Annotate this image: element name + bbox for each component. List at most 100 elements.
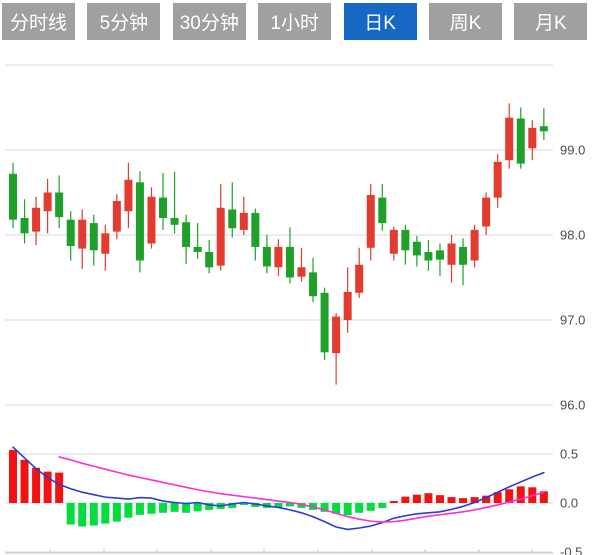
candle-38	[435, 243, 444, 276]
candle-5	[55, 175, 64, 229]
candle-3	[32, 196, 41, 246]
candle-39	[447, 235, 456, 283]
candle-47	[539, 108, 548, 140]
macd-bar-29	[332, 503, 341, 514]
macd-bar-8	[89, 503, 98, 526]
candle-28	[320, 287, 329, 360]
candle-40	[459, 238, 468, 286]
dea-line	[58, 456, 545, 523]
candle-body	[89, 223, 98, 251]
price-axis-label: 97.0	[560, 313, 585, 328]
candle-body	[424, 252, 433, 261]
candle-body	[78, 219, 87, 249]
macd-axis-label: 0.5	[560, 447, 578, 462]
tab-5min[interactable]: 5分钟	[87, 3, 161, 40]
macd-bar-38	[435, 495, 444, 503]
candle-body	[309, 272, 318, 297]
macd-bar-43	[493, 492, 502, 503]
candle-20	[228, 182, 237, 238]
candle-29	[332, 313, 341, 385]
macd-bar-20	[228, 503, 237, 508]
candle-body	[447, 243, 456, 265]
price-axis-labels: 99.0 98.0 97.0 96.0	[560, 143, 585, 413]
macd-histogram	[9, 450, 548, 527]
candle-body	[193, 246, 202, 252]
macd-bar-6	[66, 503, 75, 525]
candle-body	[239, 212, 248, 230]
macd-bar-10	[112, 503, 121, 522]
candle-body	[493, 161, 502, 198]
candle-body	[112, 201, 121, 232]
macd-bar-9	[101, 503, 110, 524]
candle-42	[482, 192, 491, 235]
dif-line	[12, 446, 545, 531]
macd-bar-39	[447, 497, 456, 503]
time-axis	[5, 549, 553, 554]
candle-body	[159, 197, 168, 218]
macd-bar-25	[285, 503, 294, 507]
macd-bar-45	[516, 486, 525, 503]
macd-bar-31	[355, 503, 364, 513]
tab-daily-k[interactable]: 日K	[343, 3, 417, 40]
candle-11	[124, 162, 133, 229]
candle-body	[262, 246, 271, 267]
macd-bar-15	[170, 503, 179, 512]
tab-weekly-k[interactable]: 周K	[428, 3, 502, 40]
macd-bar-22	[251, 503, 260, 507]
macd-bar-32	[366, 503, 375, 511]
candle-31	[355, 247, 364, 298]
macd-bar-18	[205, 503, 214, 510]
macd-bar-41	[470, 497, 479, 503]
candle-8	[89, 214, 98, 266]
candle-15	[170, 172, 179, 234]
macd-bar-14	[159, 503, 168, 513]
macd-axis-label: 0.0	[560, 496, 578, 511]
candle-34	[389, 226, 398, 261]
macd-bar-1	[9, 450, 17, 503]
candle-body	[43, 192, 52, 212]
candle-23	[262, 235, 271, 274]
candle-body	[412, 241, 421, 256]
price-axis-label: 98.0	[560, 228, 585, 243]
candle-body	[66, 219, 75, 247]
candle-body	[20, 218, 29, 234]
candle-body	[147, 196, 156, 244]
price-axis-label: 96.0	[560, 398, 585, 413]
candle-32	[366, 184, 375, 261]
candle-body	[32, 207, 41, 232]
macd-bar-2	[20, 459, 29, 503]
candle-body	[170, 218, 179, 225]
tab-30min[interactable]: 30分钟	[172, 3, 246, 40]
macd-bar-17	[193, 503, 202, 512]
candle-41	[470, 224, 479, 268]
price-axis-label: 99.0	[560, 143, 585, 158]
candle-body	[228, 209, 237, 229]
macd-bar-33	[378, 503, 387, 508]
candle-33	[378, 184, 387, 231]
candle-body	[251, 212, 260, 247]
candle-22	[251, 208, 260, 261]
macd-bar-44	[505, 489, 514, 503]
tab-1hour[interactable]: 1小时	[258, 3, 332, 40]
candle-body	[297, 267, 306, 277]
macd-bar-24	[274, 503, 283, 508]
candle-body	[285, 246, 294, 278]
macd-bar-4	[43, 471, 52, 503]
macd-bar-40	[459, 498, 468, 503]
macd-bar-26	[297, 503, 306, 508]
tab-timeline[interactable]: 分时线	[2, 3, 75, 40]
macd-bar-3	[32, 467, 41, 503]
macd-bar-35	[401, 496, 410, 503]
candle-body	[274, 246, 283, 268]
candle-45	[516, 107, 525, 169]
candle-7	[78, 209, 87, 269]
candle-14	[159, 172, 168, 230]
candle-body	[216, 207, 225, 266]
candle-body	[9, 173, 17, 220]
candle-2	[20, 199, 29, 244]
candle-12	[135, 171, 144, 273]
tab-monthly-k[interactable]: 月K	[514, 3, 588, 40]
candle-body	[332, 316, 341, 354]
macd-bar-21	[239, 503, 248, 505]
